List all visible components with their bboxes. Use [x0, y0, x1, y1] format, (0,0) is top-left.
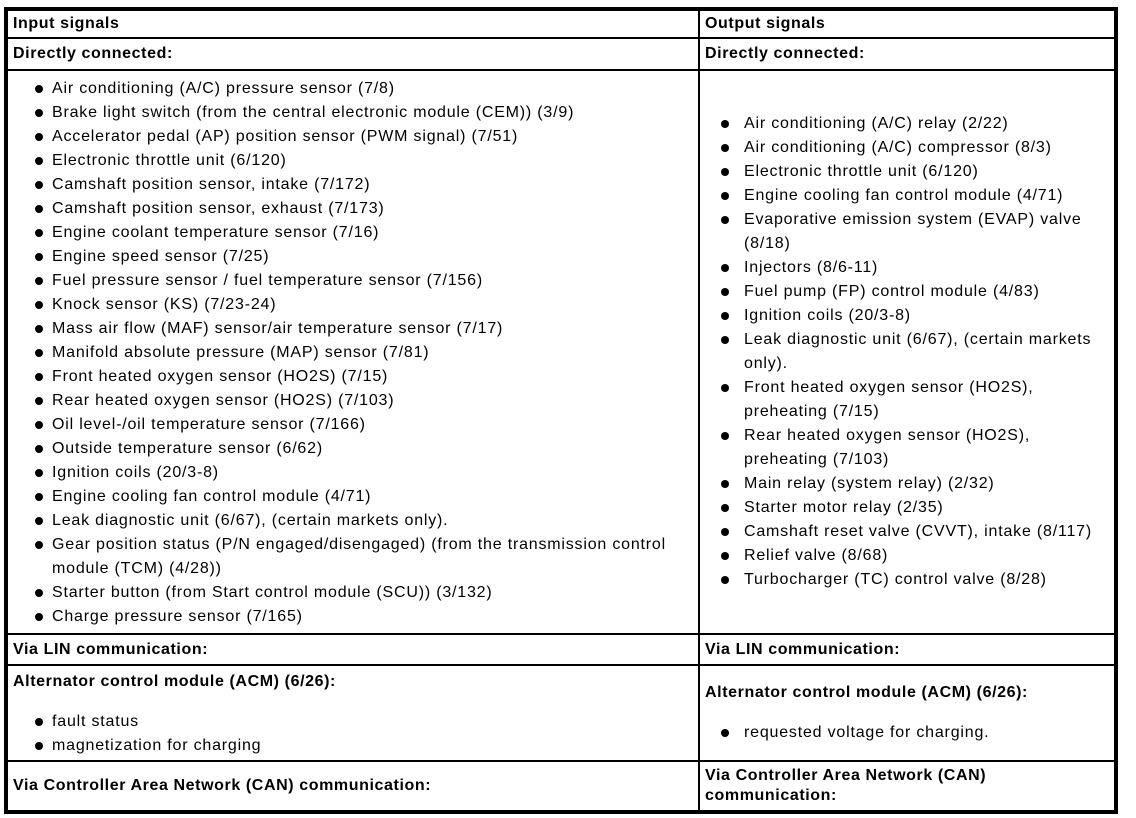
list-item: Air conditioning (A/C) pressure sensor (… — [8, 77, 697, 101]
list-item: Injectors (8/6-11) — [701, 256, 1114, 280]
list-item: Front heated oxygen sensor (HO2S) (7/15) — [8, 365, 697, 389]
list-item: Camshaft position sensor, intake (7/172) — [8, 173, 697, 197]
input-via-can-label: Via Controller Area Network (CAN) commun… — [5, 760, 700, 813]
list-item: Main relay (system relay) (2/32) — [701, 472, 1114, 496]
output-via-lin-label: Via LIN communication: — [698, 633, 1117, 666]
list-item: Starter button (from Start control modul… — [8, 581, 697, 605]
list-item: fault status — [8, 710, 697, 734]
output-acm-cell: Alternator control module (ACM) (6/26): … — [698, 664, 1117, 762]
list-item: Leak diagnostic unit (6/67), (certain ma… — [8, 509, 697, 533]
input-acm-list: fault status magnetization for charging — [8, 710, 697, 758]
list-item: requested voltage for charging. — [701, 721, 1114, 745]
input-acm-cell: Alternator control module (ACM) (6/26): … — [5, 664, 700, 762]
input-signals-header: Input signals — [5, 8, 700, 39]
via-can-row: Via Controller Area Network (CAN) commun… — [5, 760, 1117, 813]
input-directly-connected-cell: Air conditioning (A/C) pressure sensor (… — [5, 69, 700, 635]
input-directly-connected-label: Directly connected: — [5, 37, 700, 71]
directly-connected-row: Directly connected: Directly connected: — [5, 37, 1117, 71]
output-directly-connected-label: Directly connected: — [698, 37, 1117, 71]
list-item: Gear position status (P/N engaged/diseng… — [8, 533, 697, 581]
list-item: Oil level-/oil temperature sensor (7/166… — [8, 413, 697, 437]
list-item: Engine cooling fan control module (4/71) — [8, 485, 697, 509]
directly-connected-lists-row: Air conditioning (A/C) pressure sensor (… — [5, 69, 1117, 635]
list-item: Relief valve (8/68) — [701, 544, 1114, 568]
list-item: Electronic throttle unit (6/120) — [701, 160, 1114, 184]
list-item: Rear heated oxygen sensor (HO2S), prehea… — [701, 424, 1114, 472]
input-acm-title: Alternator control module (ACM) (6/26): — [13, 673, 336, 690]
list-item: Ignition coils (20/3-8) — [701, 304, 1114, 328]
output-signals-header: Output signals — [698, 8, 1117, 39]
list-item: Engine cooling fan control module (4/71) — [701, 184, 1114, 208]
input-directly-connected-list: Air conditioning (A/C) pressure sensor (… — [8, 77, 697, 629]
list-item: Brake light switch (from the central ele… — [8, 101, 697, 125]
list-item: Air conditioning (A/C) relay (2/22) — [701, 112, 1114, 136]
list-item: Knock sensor (KS) (7/23-24) — [8, 293, 697, 317]
list-item: Manifold absolute pressure (MAP) sensor … — [8, 341, 697, 365]
list-item: Air conditioning (A/C) compressor (8/3) — [701, 136, 1114, 160]
engine-signals-table: Input signals Output signals Directly co… — [4, 7, 1118, 814]
list-item: Front heated oxygen sensor (HO2S), prehe… — [701, 376, 1114, 424]
list-item: Starter motor relay (2/35) — [701, 496, 1114, 520]
alternator-control-module-row: Alternator control module (ACM) (6/26): … — [5, 664, 1117, 762]
output-acm-title: Alternator control module (ACM) (6/26): — [705, 684, 1028, 701]
output-directly-connected-cell: Air conditioning (A/C) relay (2/22) Air c… — [698, 69, 1117, 635]
list-item: Charge pressure sensor (7/165) — [8, 605, 697, 629]
header-row: Input signals Output signals — [5, 8, 1117, 39]
list-item: Electronic throttle unit (6/120) — [8, 149, 697, 173]
list-item: Camshaft reset valve (CVVT), intake (8/1… — [701, 520, 1114, 544]
list-item: Ignition coils (20/3-8) — [8, 461, 697, 485]
output-acm-list: requested voltage for charging. — [701, 721, 1114, 745]
list-item: magnetization for charging — [8, 734, 697, 758]
list-item: Outside temperature sensor (6/62) — [8, 437, 697, 461]
input-via-lin-label: Via LIN communication: — [5, 633, 700, 666]
list-item: Leak diagnostic unit (6/67), (certain ma… — [701, 328, 1114, 376]
list-item: Camshaft position sensor, exhaust (7/173… — [8, 197, 697, 221]
output-directly-connected-list: Air conditioning (A/C) relay (2/22) Air c… — [701, 112, 1114, 592]
list-item: Fuel pressure sensor / fuel temperature … — [8, 269, 697, 293]
list-item: Mass air flow (MAF) sensor/air temperatu… — [8, 317, 697, 341]
list-item: Turbocharger (TC) control valve (8/28) — [701, 568, 1114, 592]
list-item: Rear heated oxygen sensor (HO2S) (7/103) — [8, 389, 697, 413]
list-item: Fuel pump (FP) control module (4/83) — [701, 280, 1114, 304]
list-item: Evaporative emission system (EVAP) valve… — [701, 208, 1114, 256]
list-item: Engine speed sensor (7/25) — [8, 245, 697, 269]
via-lin-row: Via LIN communication: Via LIN communica… — [5, 633, 1117, 666]
list-item: Engine coolant temperature sensor (7/16) — [8, 221, 697, 245]
output-via-can-label: Via Controller Area Network (CAN) commun… — [698, 760, 1117, 813]
list-item: Accelerator pedal (AP) position sensor (… — [8, 125, 697, 149]
